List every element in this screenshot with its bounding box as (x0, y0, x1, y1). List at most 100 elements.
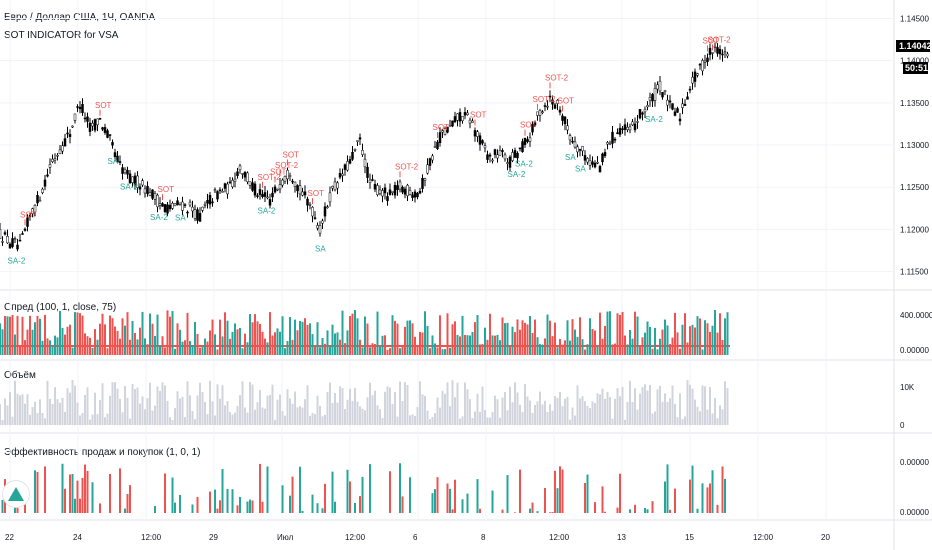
volume-bar (16, 393, 19, 425)
efficiency-bar (289, 495, 291, 513)
candle-body (581, 146, 584, 152)
spread-bar (231, 331, 234, 355)
volume-bar (301, 407, 304, 425)
candle-body (108, 134, 112, 136)
volume-bar (261, 407, 264, 425)
spread-bar (701, 349, 704, 355)
efficiency-bar (236, 505, 239, 513)
spread-bar (134, 332, 136, 355)
candle-body (221, 191, 224, 193)
spread-bar (651, 348, 654, 355)
volume-bar (691, 388, 694, 425)
volume-bar (244, 407, 246, 425)
volume-bar (601, 388, 604, 425)
efficiency-bar (401, 496, 404, 513)
volume-bar (214, 415, 216, 425)
candle-body (531, 123, 534, 133)
volume-bar (594, 403, 596, 425)
candle-body (263, 192, 267, 197)
candle-body (103, 127, 107, 133)
volume-bar (389, 387, 391, 425)
spread-bar (546, 314, 549, 355)
spread-bar (104, 324, 106, 355)
spread-bar (126, 312, 129, 355)
spread-bar (639, 345, 641, 355)
spread-bar (704, 320, 706, 355)
candle-body (241, 173, 244, 175)
spread-bar (461, 315, 464, 355)
spread-bar (24, 340, 26, 355)
sa-label: SA (565, 153, 576, 162)
candle-body (421, 178, 424, 189)
volume-bar (359, 406, 361, 425)
efficiency-bar (221, 468, 224, 513)
volume-bar (314, 414, 316, 425)
candle-body (636, 121, 639, 123)
spread-bar (499, 340, 501, 355)
efficiency-bar (554, 470, 556, 513)
volume-bar (724, 381, 726, 425)
spread-bar (289, 317, 291, 355)
volume-bar (384, 391, 386, 425)
spread-bar (519, 329, 521, 355)
candle-body (718, 48, 722, 55)
efficiency-bar (709, 483, 711, 513)
candle-body (173, 203, 177, 207)
volume-bar (426, 410, 429, 425)
candle-body (503, 154, 507, 160)
efficiency-bar (544, 487, 546, 513)
spread-bar (159, 345, 161, 355)
spread-bar (646, 321, 649, 355)
candle-body (313, 217, 317, 219)
x-tick-5: 12:00 (345, 533, 366, 542)
volume-bar (686, 380, 689, 425)
spread-bar (524, 322, 526, 355)
candle-body (203, 204, 207, 206)
efficiency-bar (249, 499, 251, 513)
candle-body (111, 142, 114, 146)
candle-body (198, 213, 202, 222)
volume-bar (29, 414, 31, 425)
candle-body (483, 145, 487, 149)
efficiency-bar (34, 470, 36, 513)
spread-bar (584, 349, 586, 355)
spread-bar (9, 316, 11, 355)
candle-body (361, 150, 364, 155)
sa-label: SA (575, 164, 586, 173)
spread-bar (684, 313, 686, 355)
volume-bar (346, 399, 349, 425)
candle-body (258, 189, 262, 195)
spread-bar (286, 341, 289, 355)
sa-label: SA-2 (645, 115, 663, 124)
spread-bar (379, 346, 381, 355)
efficiency-bar (164, 473, 166, 513)
volume-bar (189, 395, 191, 425)
candle-body (196, 209, 199, 221)
candle-body (623, 124, 627, 130)
spread-bar (531, 332, 534, 355)
efficiency-bar (664, 481, 666, 513)
candle-body (61, 145, 64, 152)
volume-bar (361, 408, 364, 425)
candle-body (66, 132, 69, 135)
volume-bar (179, 398, 181, 425)
candle-body (293, 181, 297, 187)
volume-bar (169, 417, 171, 425)
candle-body (646, 105, 649, 108)
spread-bar (6, 316, 9, 355)
spread-bar (76, 312, 79, 355)
candle-body (388, 189, 392, 195)
volume-bar (174, 408, 176, 425)
candle-body (371, 179, 374, 181)
spread-bar (319, 347, 321, 355)
volume-bar (86, 387, 89, 425)
volume-bar (429, 419, 431, 425)
candle-body (453, 116, 457, 122)
candle-body (86, 116, 89, 122)
candle-body (63, 138, 67, 147)
volume-bar (364, 410, 366, 425)
candle-body (423, 178, 427, 181)
volume-bar (516, 392, 519, 425)
volume-bar (141, 396, 144, 425)
